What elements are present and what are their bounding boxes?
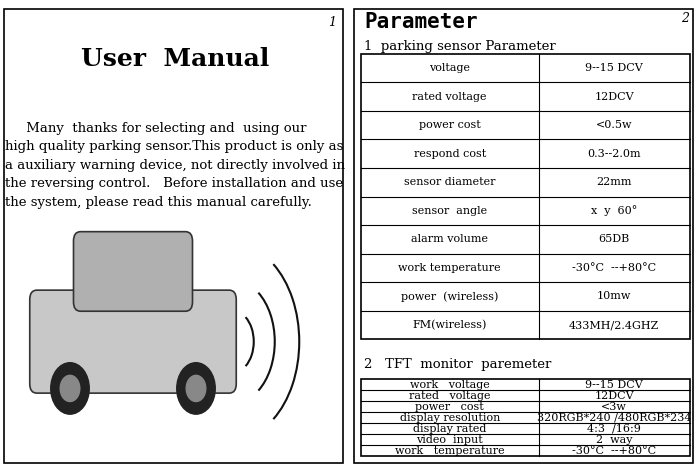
Text: 320RGB*240 /480RGB*234: 320RGB*240 /480RGB*234 xyxy=(537,413,692,423)
Circle shape xyxy=(50,363,90,414)
Text: rated voltage: rated voltage xyxy=(412,92,487,102)
Circle shape xyxy=(186,375,206,402)
Text: 10mw: 10mw xyxy=(597,292,631,301)
Text: User  Manual: User Manual xyxy=(81,47,269,71)
Text: <3w: <3w xyxy=(601,402,627,412)
Text: power  (wireless): power (wireless) xyxy=(401,291,498,302)
Text: 2   TFT  monitor  paremeter: 2 TFT monitor paremeter xyxy=(364,358,552,371)
FancyBboxPatch shape xyxy=(354,9,693,463)
Text: work temperature: work temperature xyxy=(398,263,501,273)
Text: alarm volume: alarm volume xyxy=(412,234,489,244)
Text: power   cost: power cost xyxy=(415,402,484,412)
Text: 1: 1 xyxy=(328,16,336,29)
Text: 65DB: 65DB xyxy=(598,234,630,244)
Text: voltage: voltage xyxy=(429,63,470,73)
Text: sensor diameter: sensor diameter xyxy=(404,177,496,187)
Circle shape xyxy=(177,363,216,414)
FancyBboxPatch shape xyxy=(74,232,193,311)
Text: respond cost: respond cost xyxy=(414,149,486,159)
Text: 2  way: 2 way xyxy=(596,435,633,445)
Circle shape xyxy=(60,375,80,402)
Text: sensor  angle: sensor angle xyxy=(412,206,487,216)
Text: rated   voltage: rated voltage xyxy=(409,391,491,401)
Text: work   temperature: work temperature xyxy=(395,446,505,456)
Text: 433MH/2.4GHZ: 433MH/2.4GHZ xyxy=(569,320,659,330)
Text: display resolution: display resolution xyxy=(400,413,500,423)
Text: x  y  60°: x y 60° xyxy=(591,205,638,216)
Text: FM(wireless): FM(wireless) xyxy=(412,320,487,330)
Bar xyxy=(360,54,690,339)
Text: 9--15 DCV: 9--15 DCV xyxy=(585,63,643,73)
Text: power cost: power cost xyxy=(419,120,481,130)
Text: Many  thanks for selecting and  using our
high quality parking sensor.This produ: Many thanks for selecting and using our … xyxy=(5,122,345,209)
Text: work   voltage: work voltage xyxy=(410,380,489,389)
Text: display rated: display rated xyxy=(413,424,486,434)
Text: 2: 2 xyxy=(682,12,690,25)
Text: -30°C  --+80°C: -30°C --+80°C xyxy=(572,263,657,273)
Text: 0.3--2.0m: 0.3--2.0m xyxy=(587,149,641,159)
Text: -30°C  --+80°C: -30°C --+80°C xyxy=(572,446,657,456)
Bar xyxy=(360,379,690,456)
Text: 22mm: 22mm xyxy=(596,177,632,187)
FancyBboxPatch shape xyxy=(4,9,343,463)
Text: 12DCV: 12DCV xyxy=(594,92,634,102)
Text: 9--15 DCV: 9--15 DCV xyxy=(585,380,643,389)
Text: <0.5w: <0.5w xyxy=(596,120,633,130)
Text: Parameter: Parameter xyxy=(364,12,477,32)
Text: video  input: video input xyxy=(416,435,483,445)
Text: 4:3  /16:9: 4:3 /16:9 xyxy=(587,424,641,434)
Text: 12DCV: 12DCV xyxy=(594,391,634,401)
FancyBboxPatch shape xyxy=(29,290,237,393)
Text: 1  parking sensor Parameter: 1 parking sensor Parameter xyxy=(364,40,556,53)
